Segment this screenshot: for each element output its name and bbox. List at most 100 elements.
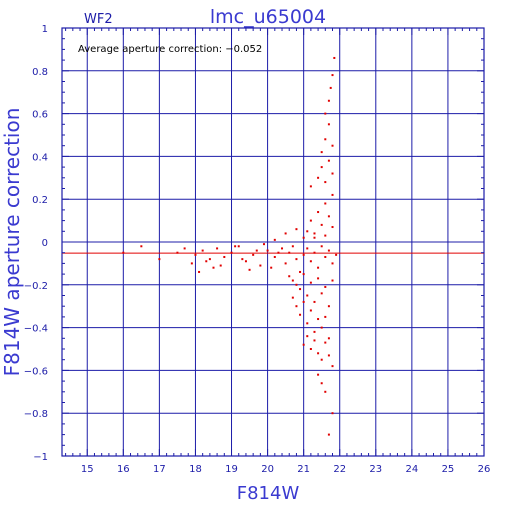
data-point xyxy=(331,144,334,147)
data-point xyxy=(122,251,125,254)
grid xyxy=(61,27,485,457)
x-tick-label: 24 xyxy=(405,464,418,475)
data-point xyxy=(313,236,316,239)
data-point xyxy=(327,305,330,308)
data-point xyxy=(277,251,280,254)
x-tick-label: 25 xyxy=(442,464,455,475)
data-point xyxy=(176,251,179,254)
x-tick-label: 21 xyxy=(297,464,310,475)
data-point xyxy=(309,219,312,222)
data-point xyxy=(291,279,294,282)
data-point xyxy=(324,112,327,115)
data-point xyxy=(331,193,334,196)
data-point xyxy=(317,211,320,214)
data-point xyxy=(183,247,186,250)
data-point xyxy=(270,266,273,269)
data-point xyxy=(324,181,327,184)
data-point xyxy=(201,249,204,252)
data-point xyxy=(306,335,309,338)
x-tick-labels: 15 16 17 18 19 20 21 22 23 24 25 26 xyxy=(81,464,490,475)
data-point xyxy=(320,358,323,361)
data-point xyxy=(324,255,327,258)
chart-title: lmc_u65004 xyxy=(210,6,326,28)
y-tick-label: 0.6 xyxy=(32,110,48,121)
x-axis-label: F814W xyxy=(237,483,300,504)
y-tick-label: −0.6 xyxy=(24,366,48,377)
data-point xyxy=(317,352,320,355)
data-point xyxy=(324,234,327,237)
data-point xyxy=(313,232,316,235)
data-point xyxy=(302,253,305,256)
y-tick-label: 0 xyxy=(42,238,48,249)
data-point xyxy=(306,322,309,325)
y-tick-label: −0.4 xyxy=(24,324,48,335)
data-point xyxy=(331,412,334,415)
data-point xyxy=(329,86,332,89)
y-tick-label: −0.8 xyxy=(24,409,48,420)
data-point xyxy=(317,318,320,321)
data-point xyxy=(335,253,338,256)
data-point xyxy=(295,258,298,261)
data-point xyxy=(299,313,302,316)
data-point xyxy=(230,251,233,254)
data-point xyxy=(331,365,334,368)
data-point xyxy=(299,270,302,273)
data-point xyxy=(266,249,269,252)
data-point xyxy=(291,296,294,299)
data-point xyxy=(320,292,323,295)
data-point xyxy=(299,288,302,291)
data-point xyxy=(327,249,330,252)
y-tick-label: 1 xyxy=(42,24,48,35)
data-point xyxy=(317,266,320,269)
y-axis-label: F814W aperture correction xyxy=(0,108,24,377)
data-point xyxy=(255,249,258,252)
data-point xyxy=(327,433,330,436)
data-point xyxy=(273,238,276,241)
data-point xyxy=(317,277,320,280)
data-point xyxy=(306,247,309,250)
data-point xyxy=(313,251,316,254)
data-point xyxy=(327,215,330,218)
data-point xyxy=(320,326,323,329)
data-point xyxy=(327,337,330,340)
data-point xyxy=(317,373,320,376)
data-point xyxy=(284,232,287,235)
data-point xyxy=(259,264,262,267)
data-point xyxy=(320,223,323,226)
data-point xyxy=(306,294,309,297)
data-point xyxy=(281,247,284,250)
y-tick-label: 0.8 xyxy=(32,67,48,78)
data-point xyxy=(331,172,334,175)
data-point xyxy=(317,176,320,179)
data-point xyxy=(291,245,294,248)
data-point xyxy=(252,253,255,256)
data-point xyxy=(333,56,336,59)
data-point xyxy=(244,260,247,263)
data-point xyxy=(324,138,327,141)
data-point xyxy=(309,281,312,284)
data-point xyxy=(324,315,327,318)
data-point xyxy=(324,202,327,205)
data-point xyxy=(288,275,291,278)
tick-marks xyxy=(62,27,485,457)
data-point xyxy=(302,236,305,239)
x-tick-label: 22 xyxy=(333,464,346,475)
x-tick-label: 15 xyxy=(81,464,94,475)
x-tick-label: 18 xyxy=(189,464,202,475)
data-point xyxy=(320,382,323,385)
data-point xyxy=(208,258,211,261)
data-point xyxy=(212,266,215,269)
data-point xyxy=(331,279,334,282)
data-point xyxy=(327,99,330,102)
data-point xyxy=(324,390,327,393)
data-point xyxy=(320,151,323,154)
data-point xyxy=(205,260,208,263)
data-point xyxy=(320,245,323,248)
data-point xyxy=(248,268,251,271)
data-point xyxy=(309,185,312,188)
x-tick-label: 16 xyxy=(117,464,130,475)
data-point xyxy=(219,264,222,267)
data-point xyxy=(306,230,309,233)
data-point xyxy=(309,348,312,350)
data-point xyxy=(237,245,240,248)
